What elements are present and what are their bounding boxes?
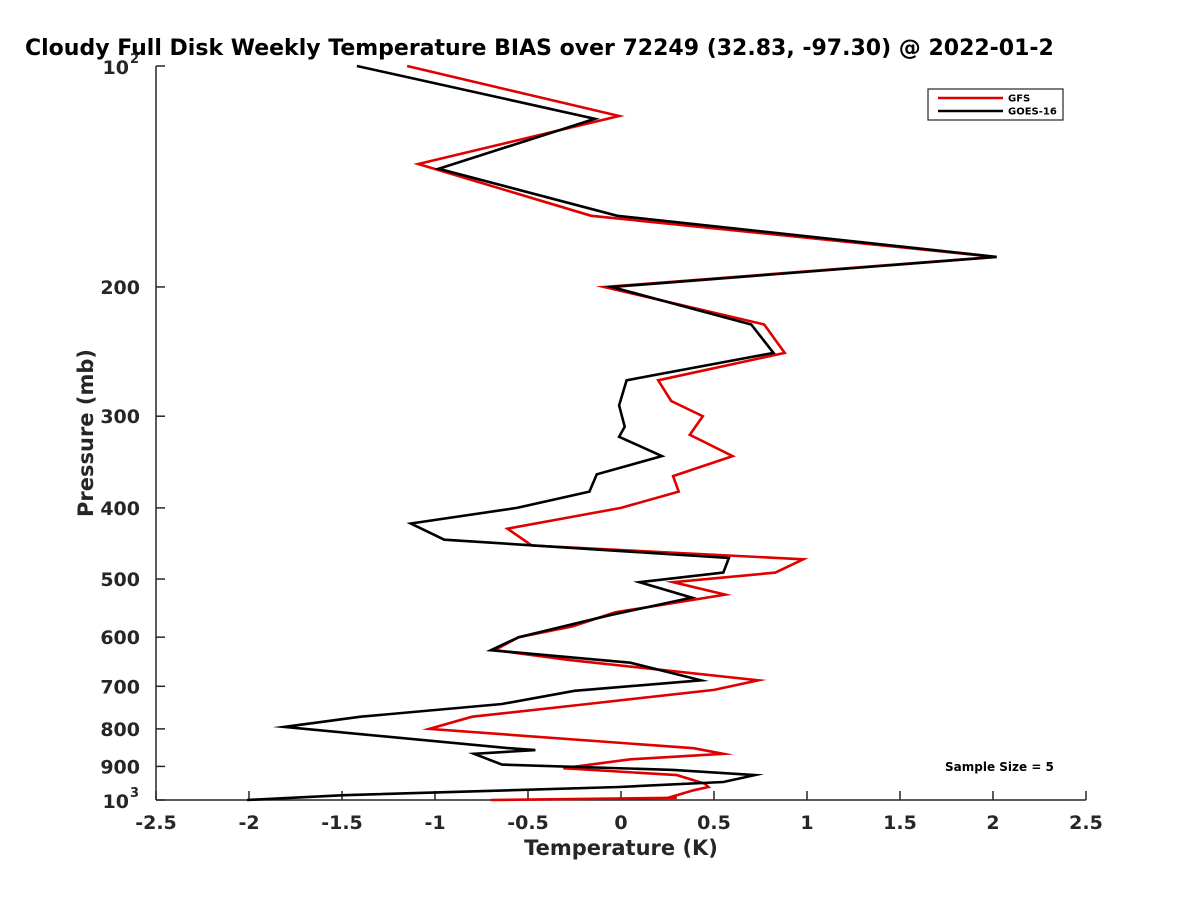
- series-line-goes16: [247, 64, 997, 802]
- x-tick-label: 0.5: [697, 812, 731, 834]
- x-tick-label: 1.5: [883, 812, 917, 834]
- y-tick-label: 10: [103, 791, 129, 813]
- legend-label-gfs: GFS: [1008, 94, 1030, 105]
- y-tick-exponent: 3: [130, 786, 139, 801]
- x-axis-ticks: -2.5 -2 -1.5 -1 -0.5 0 0.5 1 1.5 2 2.5: [135, 791, 1103, 834]
- x-tick-label: 0: [614, 812, 627, 834]
- y-tick-exponent: 2: [130, 52, 139, 67]
- chart-title: Cloudy Full Disk Weekly Temperature BIAS…: [25, 36, 1054, 61]
- y-axis-label: Pressure (mb): [74, 349, 98, 517]
- x-tick-label: -0.5: [507, 812, 549, 834]
- series-lines: [247, 64, 997, 802]
- y-tick-label: 400: [100, 498, 140, 520]
- x-tick-label: -2: [238, 812, 259, 834]
- x-tick-label: -1: [424, 812, 445, 834]
- y-tick-label: 800: [100, 719, 140, 741]
- series-line-gfs: [406, 64, 996, 802]
- x-tick-label: 1: [800, 812, 813, 834]
- y-tick-label: 10: [103, 57, 129, 79]
- y-tick-label: 500: [100, 569, 140, 591]
- x-axis-label: Temperature (K): [524, 836, 718, 860]
- sample-size-annotation: Sample Size = 5: [945, 760, 1054, 774]
- y-tick-label: 200: [100, 277, 140, 299]
- y-tick-label: 600: [100, 627, 140, 649]
- x-tick-label: 2.5: [1069, 812, 1103, 834]
- legend: GFS GOES-16: [927, 88, 1064, 121]
- x-tick-label: -2.5: [135, 812, 177, 834]
- y-tick-label: 700: [100, 676, 140, 698]
- legend-box: [927, 88, 1064, 121]
- y-tick-label: 300: [100, 406, 140, 428]
- x-tick-label: -1.5: [321, 812, 363, 834]
- legend-label-goes16: GOES-16: [1008, 107, 1057, 118]
- y-tick-label: 900: [100, 756, 140, 778]
- x-tick-label: 2: [986, 812, 999, 834]
